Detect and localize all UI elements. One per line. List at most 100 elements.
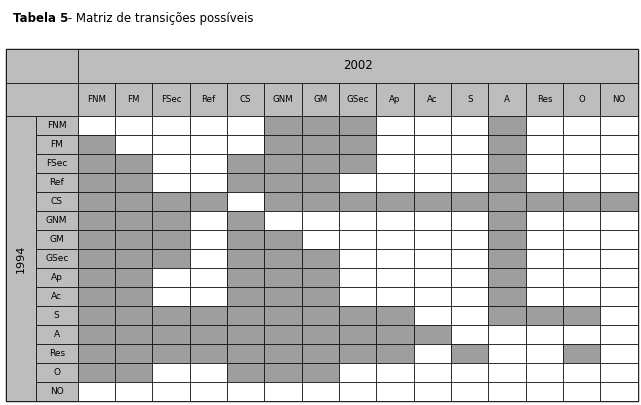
Bar bbox=[488, 268, 526, 287]
Bar bbox=[339, 173, 376, 192]
Bar bbox=[376, 116, 413, 135]
Bar bbox=[115, 116, 153, 135]
Bar bbox=[339, 249, 376, 268]
Bar bbox=[339, 306, 376, 325]
Bar bbox=[451, 192, 488, 211]
Bar bbox=[376, 249, 413, 268]
Bar bbox=[78, 211, 115, 230]
Bar bbox=[78, 154, 115, 173]
Bar bbox=[264, 83, 302, 116]
Text: Ref: Ref bbox=[201, 95, 215, 104]
Bar bbox=[451, 287, 488, 306]
Text: Res: Res bbox=[49, 349, 65, 358]
Bar bbox=[78, 287, 115, 306]
Bar bbox=[488, 287, 526, 306]
Text: CS: CS bbox=[51, 197, 63, 206]
Bar bbox=[488, 173, 526, 192]
Bar bbox=[153, 173, 190, 192]
Bar bbox=[36, 116, 78, 135]
Bar bbox=[115, 363, 153, 382]
Bar bbox=[339, 192, 376, 211]
Bar bbox=[264, 154, 302, 173]
Bar bbox=[376, 287, 413, 306]
Bar bbox=[451, 325, 488, 344]
Bar bbox=[115, 306, 153, 325]
Text: FNM: FNM bbox=[87, 95, 106, 104]
Bar bbox=[264, 135, 302, 154]
Bar bbox=[488, 135, 526, 154]
Bar bbox=[264, 344, 302, 363]
Bar bbox=[190, 306, 227, 325]
Bar bbox=[376, 192, 413, 211]
Bar bbox=[413, 344, 451, 363]
Bar bbox=[526, 268, 563, 287]
Bar bbox=[601, 173, 638, 192]
Bar bbox=[227, 363, 264, 382]
Text: Tabela 5: Tabela 5 bbox=[13, 12, 68, 25]
Bar bbox=[376, 135, 413, 154]
Bar bbox=[302, 192, 339, 211]
Bar bbox=[302, 83, 339, 116]
Bar bbox=[190, 249, 227, 268]
Bar bbox=[190, 192, 227, 211]
Bar bbox=[153, 249, 190, 268]
Bar bbox=[526, 306, 563, 325]
Bar bbox=[601, 211, 638, 230]
Bar bbox=[153, 325, 190, 344]
Bar bbox=[190, 363, 227, 382]
Bar bbox=[190, 83, 227, 116]
Text: GSec: GSec bbox=[347, 95, 369, 104]
Bar bbox=[6, 49, 78, 83]
Bar bbox=[563, 192, 601, 211]
Bar bbox=[264, 306, 302, 325]
Bar bbox=[153, 382, 190, 401]
Bar bbox=[563, 382, 601, 401]
Bar bbox=[153, 211, 190, 230]
Bar bbox=[153, 287, 190, 306]
Bar bbox=[339, 230, 376, 249]
Text: Res: Res bbox=[537, 95, 552, 104]
Bar bbox=[190, 344, 227, 363]
Bar bbox=[413, 192, 451, 211]
Bar bbox=[376, 154, 413, 173]
Text: GNM: GNM bbox=[272, 95, 294, 104]
Bar bbox=[488, 154, 526, 173]
Bar bbox=[413, 211, 451, 230]
Bar bbox=[413, 287, 451, 306]
Bar bbox=[339, 211, 376, 230]
Text: A: A bbox=[504, 95, 510, 104]
Bar bbox=[264, 325, 302, 344]
Bar bbox=[376, 306, 413, 325]
Bar bbox=[227, 268, 264, 287]
Bar bbox=[526, 287, 563, 306]
Bar bbox=[190, 116, 227, 135]
Bar bbox=[190, 325, 227, 344]
Bar bbox=[526, 363, 563, 382]
Bar bbox=[413, 249, 451, 268]
Bar bbox=[601, 230, 638, 249]
Bar bbox=[153, 116, 190, 135]
Bar bbox=[413, 382, 451, 401]
Bar bbox=[227, 249, 264, 268]
Bar bbox=[227, 287, 264, 306]
Bar bbox=[563, 363, 601, 382]
Bar bbox=[488, 116, 526, 135]
Bar bbox=[78, 135, 115, 154]
Bar bbox=[563, 249, 601, 268]
Text: A: A bbox=[54, 330, 60, 339]
Bar bbox=[601, 249, 638, 268]
Bar bbox=[451, 154, 488, 173]
Bar bbox=[36, 287, 78, 306]
Bar bbox=[376, 211, 413, 230]
Bar bbox=[227, 211, 264, 230]
Bar bbox=[115, 192, 153, 211]
Bar bbox=[153, 154, 190, 173]
Bar bbox=[190, 268, 227, 287]
Text: Ap: Ap bbox=[389, 95, 401, 104]
Bar bbox=[115, 83, 153, 116]
Bar bbox=[36, 192, 78, 211]
Bar bbox=[302, 306, 339, 325]
Bar bbox=[36, 268, 78, 287]
Bar bbox=[376, 173, 413, 192]
Bar bbox=[36, 230, 78, 249]
